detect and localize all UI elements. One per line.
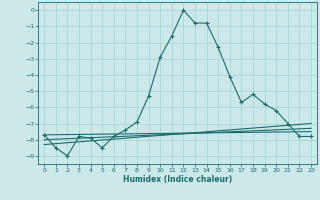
X-axis label: Humidex (Indice chaleur): Humidex (Indice chaleur) (123, 175, 232, 184)
